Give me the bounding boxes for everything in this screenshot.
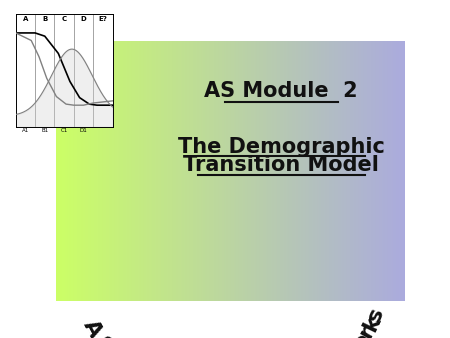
Text: S: S [90,334,116,338]
Text: The Demographic: The Demographic [178,137,384,157]
Text: A: A [23,16,28,22]
Text: E?: E? [99,16,107,22]
Text: D: D [81,16,86,22]
Text: o: o [349,329,374,338]
Text: C: C [62,16,67,22]
Text: A: A [80,317,105,338]
Text: AS Module  2: AS Module 2 [204,81,358,101]
Text: r: r [356,323,378,338]
Text: Transition Model: Transition Model [183,155,379,175]
Text: w: w [342,335,370,338]
Text: B: B [42,16,47,22]
Text: s: s [364,305,387,324]
Text: k: k [360,313,384,335]
